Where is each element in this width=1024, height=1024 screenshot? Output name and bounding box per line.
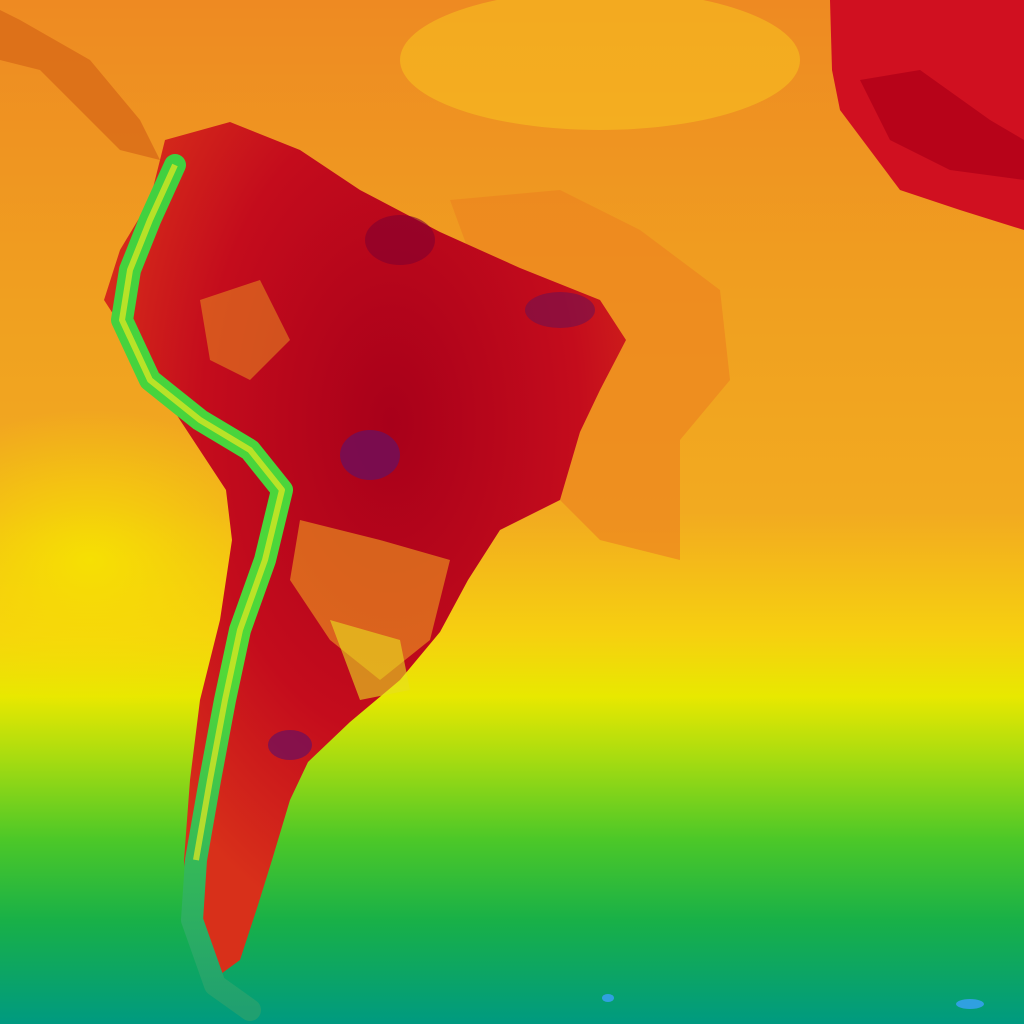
hot-spot [340,430,400,480]
central-america [0,10,160,160]
andes-edge [119,163,285,861]
hot-spot [268,730,312,760]
land-patch [200,280,290,380]
land-patch [290,520,450,680]
hot-spot [525,292,595,328]
cold-spot [602,994,614,1002]
africa-hot [860,70,1024,180]
hot-spot [365,215,435,265]
warm-band [400,0,800,130]
land-patch [330,620,410,700]
cold-spot [956,999,984,1009]
